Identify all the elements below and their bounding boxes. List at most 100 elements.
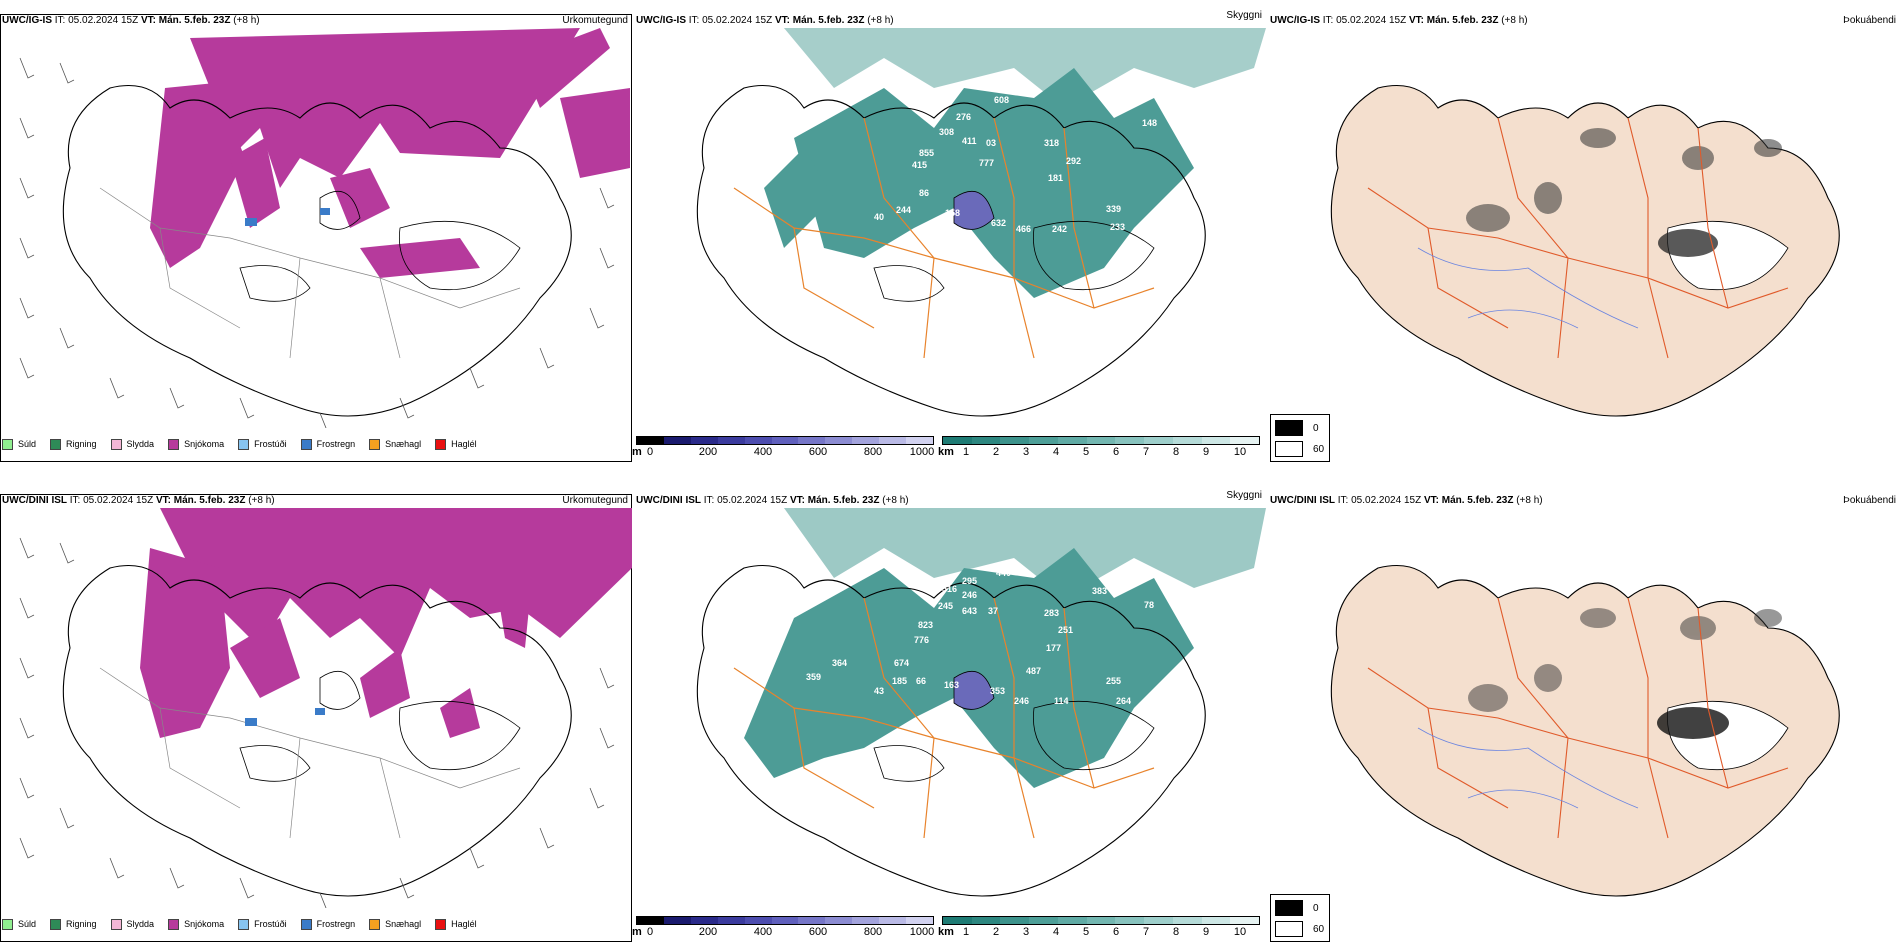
glacier-outline (319, 190, 361, 230)
cloud-base-value: 233 (1110, 222, 1125, 232)
fog-scale-box: 0 60 (1270, 894, 1330, 942)
fog-areas (1468, 608, 1782, 712)
legend-item: Snjókoma (168, 438, 224, 450)
cloud-base-value: 163 (944, 680, 959, 690)
cloud-base-value: 318 (1044, 138, 1059, 148)
coastline (696, 84, 1206, 417)
cloud-base-value: 37 (988, 606, 998, 616)
cloud-base-colorbar: m 0 200 400 600 800 1000 (632, 436, 935, 462)
legend-item: Rigning (50, 438, 97, 450)
fog-area (1658, 229, 1718, 257)
colorbar-strip (942, 916, 1260, 925)
panel-title: Þokuábendi (1843, 15, 1896, 26)
cloud-base-value: 251 (1058, 625, 1073, 635)
cloud-base-value: 242 (1052, 224, 1067, 234)
cloud-base-value: 487 (1026, 666, 1041, 676)
legend-item: Slydda (110, 438, 154, 450)
glacier-outline (319, 670, 361, 710)
legend-item: Frostúði (238, 918, 287, 930)
legend-item: Snæhagl (369, 438, 421, 450)
legend-item: Snæhagl (369, 918, 421, 930)
legend-swatch (300, 438, 312, 450)
glacier-outline (239, 745, 311, 782)
legend-swatch (300, 918, 312, 930)
wind-barbs (19, 537, 615, 908)
cloud-base-value: 40 (874, 212, 884, 222)
cloud-base-value: 339 (1106, 204, 1121, 214)
colorbar-ticks: km 1 2 3 4 5 6 7 8 9 10 (938, 446, 1247, 458)
colorbar-strip (636, 916, 934, 925)
legend-item: Slydda (110, 918, 154, 930)
cloud-base-value: 440 (996, 568, 1011, 578)
cloud-base-colorbar: m 0 200 400 600 800 1000 (632, 916, 935, 942)
cloud-base-value: 411 (962, 136, 977, 146)
roads (733, 597, 1155, 839)
legend-item: Frostregn (300, 438, 355, 450)
cloud-base-value: 364 (832, 658, 847, 668)
colorbar-ticks: m 0 200 400 600 800 1000 (632, 926, 935, 938)
cloud-base-labels: 440 295 516 246 245 643 37 383 78 823 77… (806, 568, 1154, 706)
cloud-base-value: 86 (919, 188, 929, 198)
visibility-panel: UWC/DINI ISL IT: 05.02.2024 15Z VT: Mán.… (634, 480, 1266, 950)
fog-scale-box: 0 60 (1270, 414, 1330, 462)
precip-map (19, 508, 632, 908)
forecast-row-1: UWC/IG-IS IT: 05.02.2024 15Z VT: Mán. 5.… (0, 0, 1900, 470)
visibility-map: 608 276 308 411 03 855 415 777 318 292 1… (696, 28, 1266, 417)
cloud-base-value: 855 (919, 148, 934, 158)
cloud-base-value: 114 (1054, 696, 1069, 706)
fog-index-panel: UWC/IG-IS IT: 05.02.2024 15Z VT: Mán. 5.… (1268, 0, 1900, 470)
visibility-map: 440 295 516 246 245 643 37 383 78 823 77… (696, 508, 1266, 897)
cloud-base-value: 78 (1144, 600, 1154, 610)
cloud-base-value: 245 (938, 601, 953, 611)
fog-index-panel: UWC/DINI ISL IT: 05.02.2024 15Z VT: Mán.… (1268, 480, 1900, 950)
glacier-outline (953, 190, 995, 230)
cloud-base-value: 246 (962, 590, 977, 600)
panel-title: Úrkomutegund (562, 495, 628, 506)
legend-swatch (50, 918, 62, 930)
legend-item: Frostregn (300, 918, 355, 930)
glacier-outline (239, 265, 311, 302)
fog-swatch (1275, 420, 1303, 436)
low-visibility-areas (764, 28, 1266, 298)
cloud-base-value: 292 (1066, 156, 1081, 166)
glacier-outline (398, 700, 521, 771)
visibility-panel: UWC/IG-IS IT: 05.02.2024 15Z VT: Mán. 5.… (634, 0, 1266, 470)
legend-item: Haglél (435, 918, 477, 930)
legend-swatch (238, 918, 250, 930)
panel-title: Úrkomutegund (562, 15, 628, 26)
coastline (696, 564, 1206, 897)
cloud-base-value: 823 (918, 620, 933, 630)
panel-title: Þokuábendi (1843, 495, 1896, 506)
freezing-rain-spot (315, 708, 325, 715)
legend-item: Snjókoma (168, 918, 224, 930)
legend-item: Súld (2, 918, 36, 930)
rivers (1417, 247, 1639, 329)
colorbar-strip (942, 436, 1260, 445)
visibility-colorbar: km 1 2 3 4 5 6 7 8 9 10 (938, 916, 1260, 942)
legend-swatch (2, 438, 13, 450)
legend-item: Súld (2, 438, 36, 450)
cloud-base-value: 466 (1016, 224, 1031, 234)
precip-type-legend: Súld Rigning Slydda Snjókoma Frostúði Fr… (2, 434, 485, 454)
visibility-colorbar: km 1 2 3 4 5 6 7 8 9 10 (938, 436, 1260, 462)
precip-type-panel: UWC/DINI ISL IT: 05.02.2024 15Z VT: Mán.… (0, 480, 632, 950)
panel-title: Skyggni (1226, 490, 1262, 501)
colorbar-ticks: m 0 200 400 600 800 1000 (632, 446, 935, 458)
cloud-base-value: 244 (896, 205, 911, 215)
fog-area (1657, 707, 1729, 739)
cloud-base-value: 255 (1106, 676, 1121, 686)
fog-scale-row: 0 (1275, 900, 1325, 916)
cloud-base-value: 148 (1142, 118, 1157, 128)
glacier-outline (873, 265, 945, 302)
glacier-outline (1032, 220, 1155, 291)
panel-header: UWC/DINI ISL IT: 05.02.2024 15Z VT: Mán.… (2, 495, 275, 506)
cloud-base-labels: 608 276 308 411 03 855 415 777 318 292 1… (874, 95, 1157, 234)
rivers (1417, 727, 1639, 809)
panel-header: UWC/DINI ISL IT: 05.02.2024 15Z VT: Mán.… (1270, 495, 1543, 506)
legend-swatch (168, 918, 180, 930)
legend-swatch (2, 918, 13, 930)
glacier-outline (953, 670, 995, 710)
cloud-base-value: 674 (894, 658, 909, 668)
cloud-base-value: 295 (962, 576, 977, 586)
freezing-rain-spot (245, 218, 257, 226)
